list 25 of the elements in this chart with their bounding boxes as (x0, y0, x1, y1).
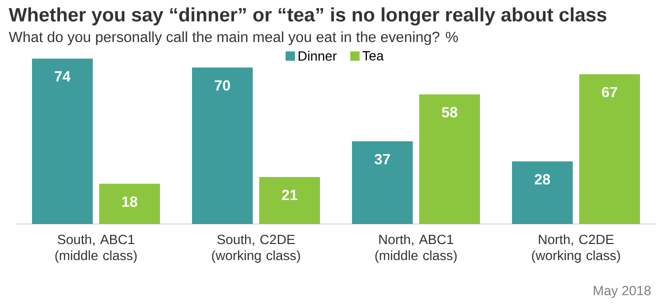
text: May 2018 (594, 286, 651, 298)
x-tick-label: South, ABC1 (middle class) (55, 234, 137, 263)
bar (352, 141, 413, 224)
bar (512, 162, 573, 224)
bar (99, 184, 160, 224)
bar (579, 74, 640, 224)
data-label: 37 (374, 154, 390, 165)
bar (32, 58, 93, 224)
x-tick-label: South, C2DE (working class) (212, 234, 300, 263)
data-label: 18 (122, 196, 138, 208)
data-label: 70 (214, 80, 230, 91)
data-label: 28 (534, 174, 550, 185)
legend-label: Tea (362, 51, 384, 61)
bar (259, 177, 320, 224)
chart-title: Whether you say “dinner” or “tea” is no longer really about class (8, 8, 606, 26)
data-label: 67 (602, 87, 618, 98)
legend-label: Dinner (298, 51, 337, 61)
x-tick-label: North, ABC1 (middle class) (375, 234, 457, 263)
data-label: 74 (54, 71, 70, 82)
data-label: 58 (442, 107, 458, 118)
x-tick-label: North, C2DE (working class) (532, 234, 620, 263)
bar (192, 68, 253, 224)
data-label: 21 (282, 190, 298, 200)
chart-subtitle: What do you personally call the main meal you eat in the evening? % (8, 32, 458, 46)
bar (419, 94, 480, 224)
